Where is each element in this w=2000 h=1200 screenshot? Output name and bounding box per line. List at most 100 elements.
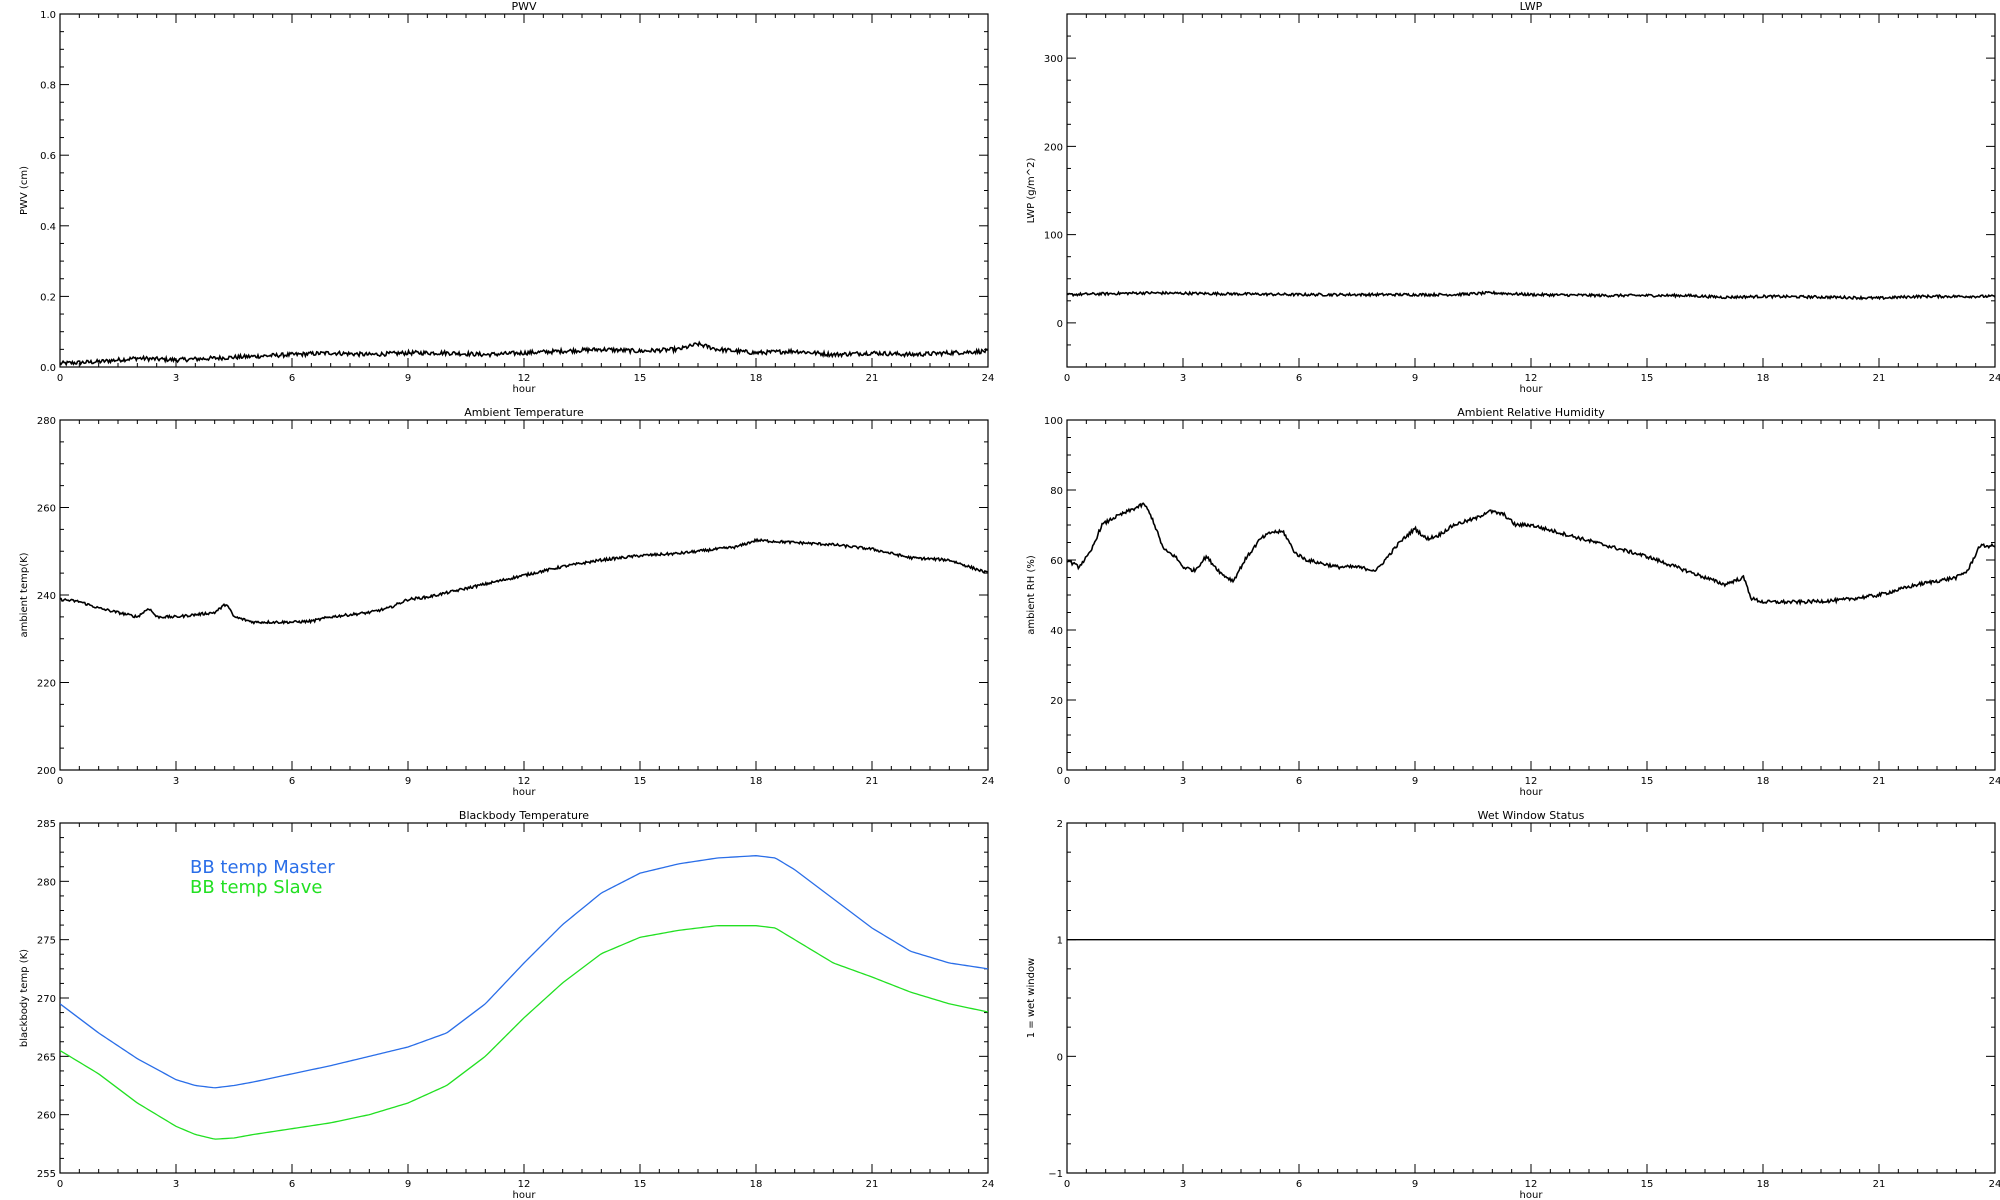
x-axis-label: hour (513, 384, 537, 395)
y-tick-label: 0 (1057, 319, 1063, 330)
x-tick-label: 15 (1641, 373, 1654, 384)
y-tick-label: 0 (1057, 1052, 1063, 1063)
chart-panel-3: Ambient Relative Humidity 0 3 6 9 12 15 18 21 24 h… (1026, 406, 2000, 798)
y-tick-label: 300 (1044, 54, 1063, 65)
x-tick-label: 12 (518, 1179, 531, 1190)
chart-panel-4: Blackbody Temperature 0 3 6 9 12 15 18 21 24 hour 2… (19, 809, 994, 1200)
x-tick-label: 9 (1412, 373, 1418, 384)
chart-title: Ambient Relative Humidity (1457, 406, 1605, 419)
y-axis-label: ambient RH (%) (1026, 555, 1037, 635)
chart-title: Wet Window Status (1478, 809, 1585, 822)
x-tick-label: 9 (1412, 1179, 1418, 1190)
y-axis-label: 1 = wet window (1026, 958, 1037, 1038)
chart-title: Blackbody Temperature (459, 809, 589, 822)
x-tick-label: 21 (1873, 776, 1886, 787)
x-tick-label: 9 (405, 776, 411, 787)
x-tick-label: 0 (57, 373, 63, 384)
x-tick-label: 12 (518, 776, 531, 787)
x-tick-label: 9 (1412, 776, 1418, 787)
series-line-0 (1067, 502, 1995, 606)
y-tick-label: 40 (1050, 626, 1063, 637)
x-tick-label: 3 (1180, 776, 1186, 787)
y-tick-label: 1 (1057, 936, 1063, 947)
chart-panel-2: Ambient Temperature 0 3 6 9 12 15 18 21 24 hour 200… (19, 406, 994, 798)
y-tick-label: 0.8 (40, 81, 56, 92)
y-tick-label: 100 (1044, 231, 1063, 242)
x-tick-label: 0 (1064, 1179, 1070, 1190)
x-tick-label: 21 (866, 776, 879, 787)
x-tick-label: 6 (289, 1179, 295, 1190)
y-tick-label: 280 (37, 877, 56, 888)
plot-frame (59, 419, 989, 771)
y-tick-label: −1 (1048, 1169, 1063, 1180)
x-tick-label: 24 (982, 776, 995, 787)
legend-entry-1: BB temp Slave (190, 877, 322, 898)
y-tick-label: 200 (37, 766, 56, 777)
y-axis-label: ambient temp(K) (19, 552, 30, 637)
x-tick-label: 6 (289, 776, 295, 787)
chart-title: LWP (1520, 0, 1543, 13)
y-tick-label: 285 (37, 819, 56, 830)
y-tick-label: 275 (37, 936, 56, 947)
plot-frame (1066, 13, 1996, 368)
x-tick-label: 6 (1296, 373, 1302, 384)
plot-frame (1066, 419, 1996, 771)
x-tick-label: 6 (289, 373, 295, 384)
series-line-0 (60, 537, 988, 625)
y-tick-label: 0.0 (40, 363, 56, 374)
x-tick-label: 0 (1064, 373, 1070, 384)
y-tick-label: 220 (37, 679, 56, 690)
plot-frame (59, 13, 989, 368)
x-axis-label: hour (1520, 1190, 1544, 1200)
y-tick-label: 200 (1044, 142, 1063, 153)
x-tick-label: 9 (405, 373, 411, 384)
x-tick-label: 21 (1873, 373, 1886, 384)
y-axis-label: PWV (cm) (19, 166, 30, 215)
x-tick-label: 21 (1873, 1179, 1886, 1190)
x-tick-label: 15 (634, 776, 647, 787)
x-tick-label: 3 (1180, 1179, 1186, 1190)
x-tick-label: 24 (1989, 776, 2000, 787)
y-tick-label: 260 (37, 504, 56, 515)
x-tick-label: 24 (982, 373, 995, 384)
plot-frame (1066, 822, 1996, 1174)
x-tick-label: 18 (1757, 373, 1770, 384)
x-tick-label: 21 (866, 373, 879, 384)
x-tick-label: 0 (1064, 776, 1070, 787)
y-tick-label: 240 (37, 591, 56, 602)
x-tick-label: 24 (1989, 373, 2000, 384)
x-tick-label: 15 (634, 373, 647, 384)
series-line-0 (60, 855, 988, 1089)
x-tick-label: 12 (1525, 373, 1538, 384)
series-line-0 (1067, 290, 1995, 301)
y-tick-label: 0 (1057, 766, 1063, 777)
x-tick-label: 18 (1757, 1179, 1770, 1190)
x-tick-label: 6 (1296, 1179, 1302, 1190)
x-tick-label: 12 (518, 373, 531, 384)
y-tick-label: 2 (1057, 819, 1063, 830)
y-axis-label: LWP (g/m^2) (1026, 158, 1037, 224)
x-tick-label: 3 (1180, 373, 1186, 384)
chart-panel-1: LWP 0 3 6 9 12 15 18 21 24 hour 0 100 200 300 LWP (g/m^… (1026, 0, 2000, 395)
x-tick-label: 9 (405, 1179, 411, 1190)
y-tick-label: 100 (1044, 416, 1063, 427)
series-line-0 (60, 340, 988, 367)
series-line-1 (60, 925, 988, 1140)
y-tick-label: 0.4 (40, 222, 56, 233)
x-tick-label: 18 (1757, 776, 1770, 787)
x-tick-label: 24 (982, 1179, 995, 1190)
x-tick-label: 18 (750, 776, 763, 787)
x-tick-label: 21 (866, 1179, 879, 1190)
x-tick-label: 15 (1641, 1179, 1654, 1190)
x-tick-label: 18 (750, 1179, 763, 1190)
x-tick-label: 15 (1641, 776, 1654, 787)
y-axis-label: blackbody temp (K) (19, 949, 30, 1047)
y-tick-label: 80 (1050, 486, 1063, 497)
x-tick-label: 0 (57, 1179, 63, 1190)
x-axis-label: hour (513, 1190, 537, 1200)
y-tick-label: 280 (37, 416, 56, 427)
chart-panel-0: PWV 0 3 6 9 12 15 18 21 24 hour 0.0 0.2 0.4 0.6 0.8 1.0 P… (19, 0, 994, 395)
legend-entry-0: BB temp Master (190, 857, 335, 878)
